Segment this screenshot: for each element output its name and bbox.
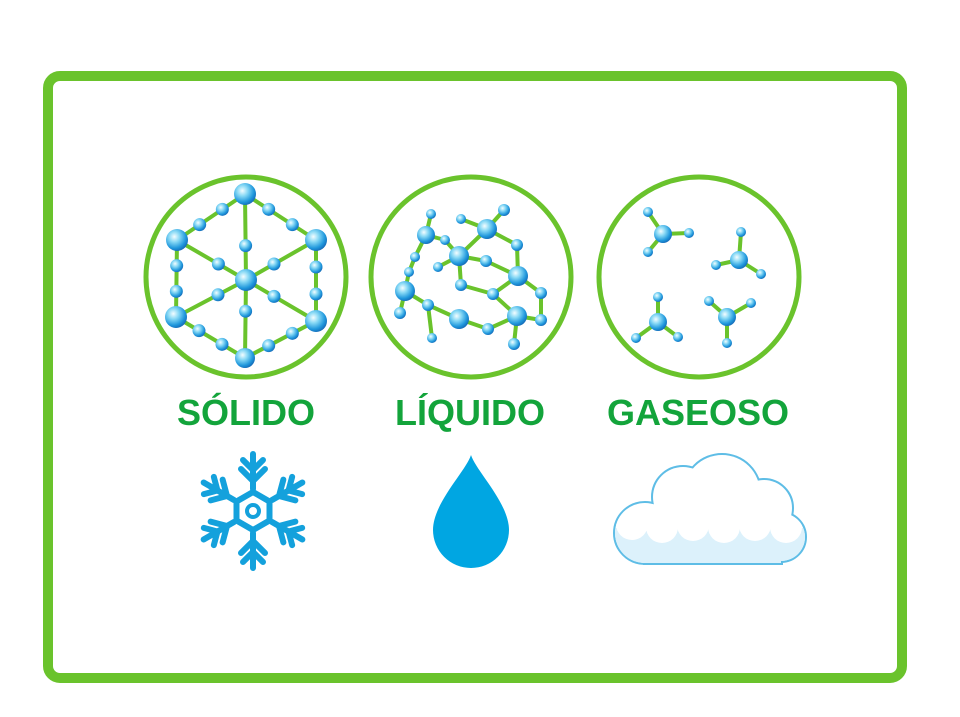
atom xyxy=(394,307,406,319)
atom xyxy=(487,288,499,300)
atom xyxy=(211,288,225,302)
bond xyxy=(174,238,179,319)
atom xyxy=(410,252,420,262)
atom xyxy=(631,333,641,343)
atom xyxy=(449,309,469,329)
label-gas: GASEOSO xyxy=(607,392,789,433)
atom xyxy=(170,259,184,273)
atom xyxy=(262,339,276,353)
state-gas: GASEOSO xyxy=(596,174,807,565)
atom xyxy=(477,219,497,239)
atom xyxy=(535,287,547,299)
atom xyxy=(215,202,229,216)
bond xyxy=(175,238,248,282)
atom xyxy=(480,255,492,267)
atom xyxy=(211,257,225,271)
atom xyxy=(417,226,435,244)
bond xyxy=(244,278,318,323)
atom xyxy=(736,227,746,237)
atom xyxy=(508,338,520,350)
gas-molecules xyxy=(631,207,766,348)
atom xyxy=(305,310,327,332)
atom xyxy=(511,239,523,251)
atom xyxy=(262,202,276,216)
atom xyxy=(746,298,756,308)
gas-molecule-circle xyxy=(596,174,802,380)
bond xyxy=(174,315,247,360)
atom xyxy=(456,214,466,224)
atom xyxy=(649,313,667,331)
atom xyxy=(267,257,281,271)
atom xyxy=(305,229,327,251)
atom xyxy=(235,348,255,368)
atom xyxy=(684,228,694,238)
cloud-shading xyxy=(615,508,805,563)
atom xyxy=(309,260,323,274)
atom xyxy=(166,229,188,251)
atom xyxy=(267,289,281,303)
atom xyxy=(234,183,256,205)
atom xyxy=(722,338,732,348)
bond xyxy=(243,278,248,360)
bond xyxy=(175,192,247,242)
liquid-network xyxy=(394,204,547,350)
outer-frame xyxy=(43,71,907,683)
bond xyxy=(243,192,248,282)
bond xyxy=(243,319,318,360)
atom xyxy=(169,284,183,298)
snowflake-center-hexagon xyxy=(233,489,273,533)
atom xyxy=(239,304,253,318)
atom xyxy=(193,218,207,232)
atom xyxy=(643,247,653,257)
atom xyxy=(165,306,187,328)
atom xyxy=(730,251,748,269)
atom xyxy=(422,299,434,311)
atom xyxy=(239,239,253,253)
atom xyxy=(482,323,494,335)
atom xyxy=(653,292,663,302)
bond xyxy=(244,238,318,282)
atom xyxy=(711,260,721,270)
atom xyxy=(215,337,229,351)
snowflake-center-ring xyxy=(245,503,261,519)
atom xyxy=(455,279,467,291)
snowflake-icon xyxy=(198,454,309,568)
snowflake-arm xyxy=(241,454,265,489)
atom xyxy=(426,209,436,219)
atom xyxy=(704,296,714,306)
atom xyxy=(654,225,672,243)
state-liquid: LÍQUIDO xyxy=(368,174,574,568)
label-liquid: LÍQUIDO xyxy=(395,392,545,433)
atom xyxy=(508,266,528,286)
atom xyxy=(395,281,415,301)
atom xyxy=(440,235,450,245)
atom xyxy=(507,306,527,326)
atom xyxy=(285,218,299,232)
atom xyxy=(643,207,653,217)
liquid-molecule-circle xyxy=(368,174,574,380)
atom xyxy=(535,314,547,326)
state-solid: SÓLIDO xyxy=(143,174,349,568)
snowflake-arm xyxy=(241,533,265,568)
label-solid: SÓLIDO xyxy=(177,391,315,433)
atom xyxy=(427,333,437,343)
water-drop-icon xyxy=(433,455,509,568)
atom xyxy=(192,324,206,338)
atom xyxy=(756,269,766,279)
cloud-icon xyxy=(613,453,807,565)
atom xyxy=(673,332,683,342)
solid-bonds xyxy=(174,192,318,360)
bond xyxy=(243,192,318,242)
atom xyxy=(498,204,510,216)
solid-lattice xyxy=(165,183,327,368)
atom xyxy=(404,267,414,277)
atom xyxy=(449,246,469,266)
bond xyxy=(174,278,248,319)
atom xyxy=(433,262,443,272)
atom xyxy=(718,308,736,326)
atom xyxy=(235,269,257,291)
atom xyxy=(285,326,299,340)
atom xyxy=(309,287,323,301)
